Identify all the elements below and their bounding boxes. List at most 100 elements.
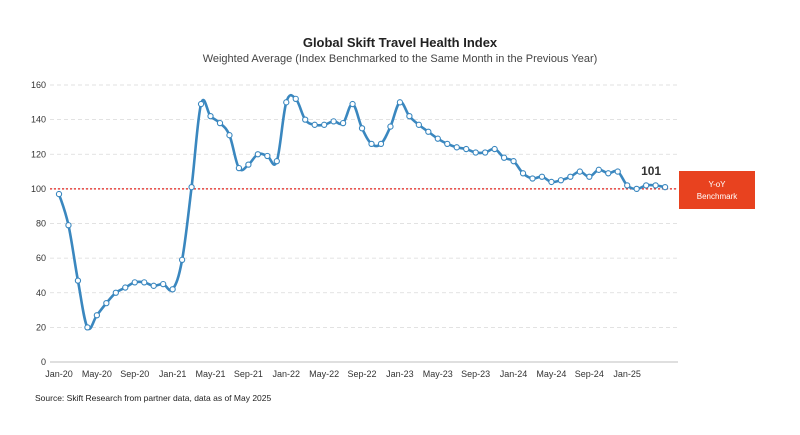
data-point (112, 289, 119, 296)
data-point (245, 161, 252, 168)
data-point (235, 164, 243, 172)
data-point (510, 158, 517, 165)
data-point (500, 154, 508, 161)
data-point (302, 116, 309, 123)
data-point (273, 158, 280, 165)
data-point (481, 149, 489, 156)
data-point (396, 99, 404, 106)
data-point (169, 286, 176, 293)
data-point (264, 152, 271, 160)
data-point (576, 168, 583, 175)
y-tick-label: 0 (41, 357, 46, 367)
data-point (387, 123, 394, 130)
data-point (624, 182, 631, 189)
data-point (425, 128, 432, 135)
y-tick-label: 40 (36, 288, 46, 298)
data-point (311, 121, 318, 128)
data-point (642, 182, 650, 189)
data-point (358, 125, 366, 132)
data-point (55, 190, 63, 198)
x-tick-label: Sep-24 (575, 369, 604, 379)
data-point (529, 175, 536, 182)
source-note: Source: Skift Research from partner data… (35, 393, 272, 403)
data-point (321, 121, 328, 128)
x-tick-label: Jan-21 (159, 369, 187, 379)
x-tick-label: May-23 (423, 369, 453, 379)
data-point (434, 135, 441, 142)
data-point (160, 280, 167, 288)
last-value-label: 101 (641, 164, 661, 178)
data-point (586, 173, 593, 180)
y-tick-label: 160 (31, 80, 46, 90)
data-point (453, 144, 460, 151)
gridlines (50, 84, 678, 328)
data-point (103, 299, 110, 307)
data-point (368, 140, 375, 148)
x-tick-label: Sep-22 (348, 369, 377, 379)
data-point (283, 99, 290, 106)
benchmark-badge-line1: Y-oY (708, 180, 726, 189)
data-point (178, 256, 186, 264)
data-point (415, 121, 423, 128)
data-points (55, 95, 669, 331)
y-tick-label: 100 (31, 184, 46, 194)
chart-title: Global Skift Travel Health Index (303, 35, 498, 50)
data-point (84, 324, 91, 331)
y-tick-label: 120 (31, 149, 46, 159)
data-point (472, 149, 479, 156)
x-tick-label: May-20 (82, 369, 112, 379)
x-tick-label: May-21 (196, 369, 226, 379)
data-point (567, 173, 574, 180)
data-point (216, 119, 224, 127)
x-tick-label: Sep-20 (120, 369, 149, 379)
data-point (339, 119, 347, 127)
data-point (614, 168, 621, 175)
data-point (330, 118, 337, 125)
x-tick-label: May-22 (309, 369, 339, 379)
data-point (377, 140, 385, 148)
data-point (519, 170, 527, 177)
data-point (292, 95, 299, 102)
data-point (150, 282, 157, 289)
y-tick-label: 80 (36, 219, 46, 229)
benchmark-badge-box (679, 171, 755, 209)
data-point (141, 279, 148, 286)
data-point (652, 182, 659, 189)
x-tick-label: Jan-24 (500, 369, 528, 379)
y-tick-label: 20 (36, 322, 46, 332)
data-point (406, 113, 413, 120)
data-point (226, 132, 233, 139)
data-point (207, 113, 214, 120)
data-point (633, 185, 640, 193)
data-point (595, 166, 602, 173)
x-tick-label: Jan-22 (273, 369, 301, 379)
data-point (188, 183, 195, 191)
x-tick-label: Sep-23 (461, 369, 490, 379)
y-tick-label: 60 (36, 253, 46, 263)
x-tick-label: Jan-23 (386, 369, 414, 379)
data-point (93, 312, 101, 319)
y-axis-ticks: 0 20 40 60 80 100 120 140 160 (31, 80, 46, 367)
x-tick-label: Jan-25 (613, 369, 641, 379)
data-point (197, 100, 205, 108)
data-point (463, 145, 470, 153)
data-point (557, 177, 565, 184)
y-tick-label: 140 (31, 115, 46, 125)
data-point (65, 222, 72, 229)
benchmark-badge-line2: Benchmark (697, 192, 738, 201)
data-point (349, 100, 356, 108)
data-point (605, 170, 612, 177)
x-axis-ticks: Jan-20 May-20 Sep-20 Jan-21 May-21 Sep-21 Jan-… (45, 369, 641, 379)
x-tick-label: May-24 (536, 369, 566, 379)
data-point (444, 140, 451, 148)
data-point (254, 151, 262, 158)
data-point (661, 183, 669, 191)
data-point (122, 284, 129, 291)
benchmark-badge: Y-oY Benchmark (679, 171, 755, 209)
data-point (74, 277, 82, 284)
data-point (538, 173, 546, 180)
chart-subtitle: Weighted Average (Index Benchmarked to t… (203, 53, 598, 65)
x-tick-label: Jan-20 (45, 369, 73, 379)
data-point (131, 279, 138, 286)
